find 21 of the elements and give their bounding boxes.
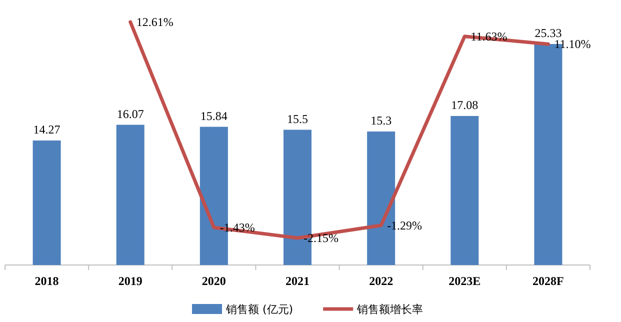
- data-label: 15.3: [370, 114, 392, 128]
- bar: [116, 124, 144, 265]
- x-tick-label: 2019: [118, 274, 142, 288]
- legend-label: 销售额增长率: [356, 303, 424, 316]
- bar: [32, 140, 61, 265]
- x-tick-label: 2021: [286, 274, 310, 288]
- data-label: 14.27: [33, 122, 60, 136]
- x-tick-label: 2022: [369, 274, 394, 288]
- data-label: 11.10%: [554, 37, 591, 52]
- data-label: 17.08: [451, 98, 478, 112]
- x-tick-label: 2023E: [448, 274, 481, 288]
- legend-label: 销售额 (亿元): [225, 303, 294, 316]
- x-tick-label: 2018: [34, 274, 59, 288]
- data-label: 16.07: [116, 106, 144, 121]
- x-tick-label: 2028F: [532, 274, 564, 288]
- data-label: 12.61%: [136, 15, 174, 29]
- data-label: 25.33: [534, 26, 562, 40]
- x-tick-label: 2020: [202, 274, 226, 288]
- data-label: 15.84: [200, 108, 228, 123]
- data-label: 15.5: [287, 112, 308, 126]
- bar: [450, 116, 479, 265]
